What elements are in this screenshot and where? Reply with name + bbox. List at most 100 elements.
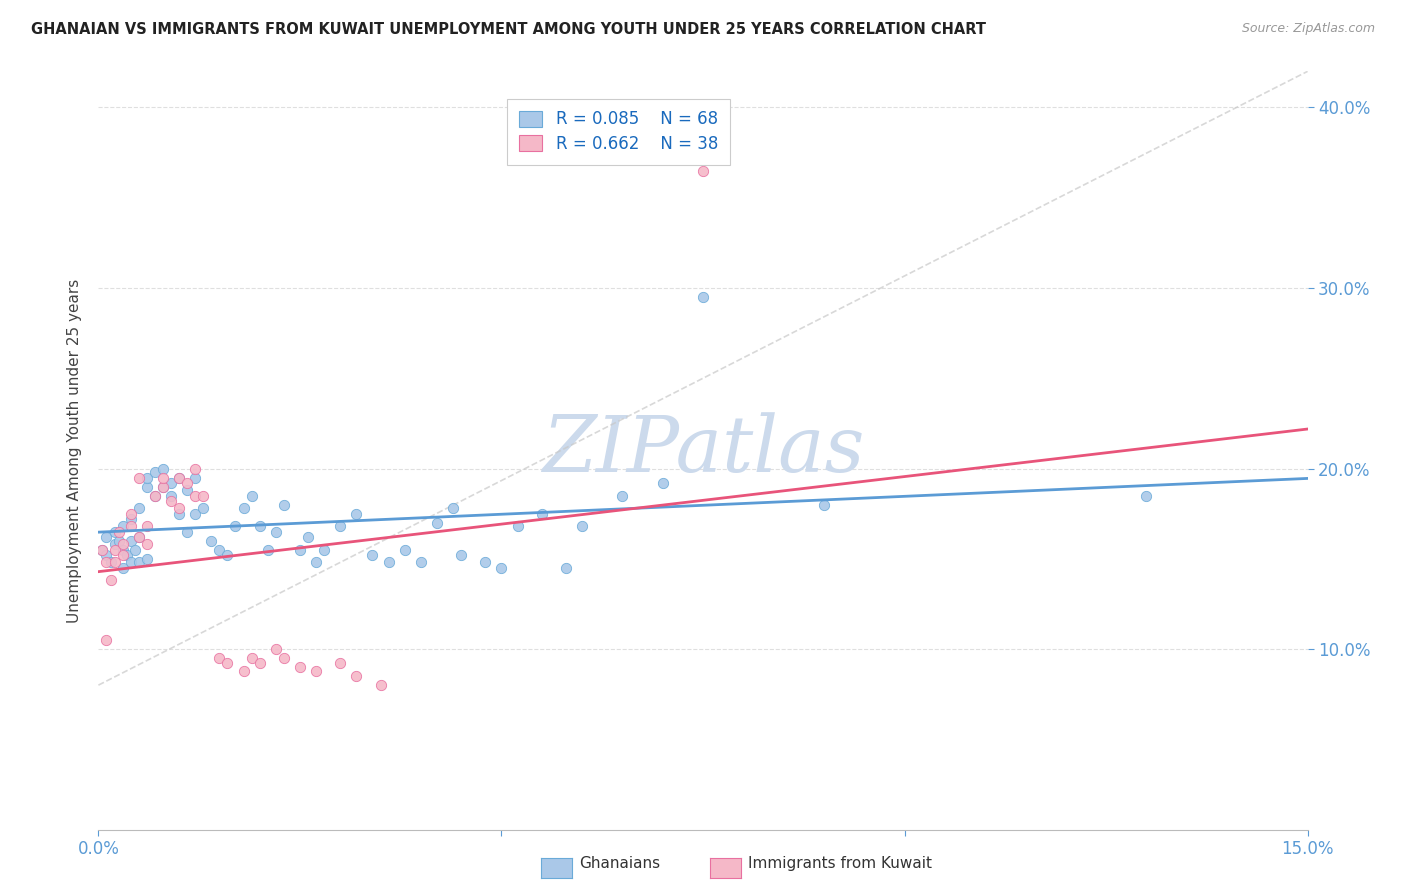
Point bbox=[103, 524, 125, 539]
Point bbox=[305, 555, 328, 569]
Point bbox=[409, 555, 432, 569]
Point bbox=[128, 501, 150, 516]
Point bbox=[143, 465, 166, 479]
Point bbox=[288, 542, 311, 557]
Point bbox=[329, 657, 352, 671]
Point bbox=[249, 519, 271, 533]
Point bbox=[91, 542, 114, 557]
Point bbox=[176, 483, 198, 498]
Point bbox=[128, 530, 150, 544]
Point bbox=[100, 555, 122, 569]
Point bbox=[167, 470, 190, 484]
Point bbox=[100, 574, 122, 588]
Point bbox=[555, 561, 578, 575]
Point bbox=[128, 555, 150, 569]
Point bbox=[441, 501, 464, 516]
Point bbox=[692, 163, 714, 178]
Point bbox=[124, 542, 146, 557]
Point bbox=[160, 475, 183, 490]
Point bbox=[167, 501, 190, 516]
Point bbox=[314, 542, 336, 557]
Point bbox=[297, 530, 319, 544]
Point bbox=[120, 555, 142, 569]
Point bbox=[184, 507, 207, 521]
Point bbox=[217, 657, 239, 671]
Point bbox=[612, 489, 634, 503]
Point bbox=[135, 470, 157, 484]
Point bbox=[135, 537, 157, 551]
Point bbox=[264, 524, 287, 539]
Point bbox=[120, 533, 142, 548]
Point bbox=[305, 664, 328, 678]
Point bbox=[208, 542, 231, 557]
Point bbox=[813, 498, 835, 512]
Point bbox=[128, 530, 150, 544]
Point bbox=[135, 551, 157, 566]
Point bbox=[184, 470, 207, 484]
Text: GHANAIAN VS IMMIGRANTS FROM KUWAIT UNEMPLOYMENT AMONG YOUTH UNDER 25 YEARS CORRE: GHANAIAN VS IMMIGRANTS FROM KUWAIT UNEMP… bbox=[31, 22, 986, 37]
Point bbox=[232, 501, 254, 516]
Point bbox=[111, 561, 134, 575]
Point bbox=[107, 533, 129, 548]
Point bbox=[135, 519, 157, 533]
Point bbox=[224, 519, 246, 533]
Point bbox=[107, 524, 129, 539]
Point bbox=[193, 489, 215, 503]
Point bbox=[208, 651, 231, 665]
Point bbox=[111, 548, 134, 562]
Point bbox=[256, 542, 278, 557]
Point bbox=[111, 542, 134, 557]
Point bbox=[240, 651, 263, 665]
Point bbox=[426, 516, 449, 530]
Point bbox=[111, 537, 134, 551]
Point bbox=[115, 548, 138, 562]
Point bbox=[152, 461, 174, 475]
Point bbox=[160, 494, 183, 508]
Point bbox=[217, 548, 239, 562]
Point bbox=[571, 519, 593, 533]
Point bbox=[184, 461, 207, 475]
Point bbox=[176, 475, 198, 490]
Text: ZIPatlas: ZIPatlas bbox=[541, 412, 865, 489]
Text: Immigrants from Kuwait: Immigrants from Kuwait bbox=[748, 856, 932, 871]
Point bbox=[152, 479, 174, 493]
Point bbox=[249, 657, 271, 671]
Point bbox=[273, 498, 295, 512]
Point bbox=[120, 512, 142, 526]
Point bbox=[329, 519, 352, 533]
Point bbox=[167, 470, 190, 484]
Point bbox=[143, 489, 166, 503]
Legend: R = 0.085    N = 68, R = 0.662    N = 38: R = 0.085 N = 68, R = 0.662 N = 38 bbox=[508, 99, 730, 165]
Point bbox=[377, 555, 399, 569]
Point bbox=[176, 524, 198, 539]
Point bbox=[370, 678, 392, 692]
Point bbox=[103, 537, 125, 551]
Point bbox=[128, 470, 150, 484]
Point bbox=[240, 489, 263, 503]
Y-axis label: Unemployment Among Youth under 25 years: Unemployment Among Youth under 25 years bbox=[67, 278, 83, 623]
Point bbox=[344, 507, 367, 521]
Point bbox=[193, 501, 215, 516]
Point bbox=[96, 633, 118, 648]
Point bbox=[152, 479, 174, 493]
Point bbox=[506, 519, 529, 533]
Text: Ghanaians: Ghanaians bbox=[579, 856, 661, 871]
Point bbox=[200, 533, 222, 548]
Point bbox=[96, 548, 118, 562]
Point bbox=[1135, 489, 1157, 503]
Point bbox=[120, 519, 142, 533]
Point bbox=[103, 542, 125, 557]
Point bbox=[135, 479, 157, 493]
Point bbox=[167, 507, 190, 521]
Point bbox=[273, 651, 295, 665]
Point bbox=[474, 555, 496, 569]
Point bbox=[111, 519, 134, 533]
Point bbox=[394, 542, 416, 557]
Point bbox=[450, 548, 472, 562]
Point bbox=[232, 664, 254, 678]
Point bbox=[361, 548, 384, 562]
Point bbox=[692, 290, 714, 304]
Point bbox=[120, 507, 142, 521]
Point bbox=[152, 470, 174, 484]
Point bbox=[530, 507, 553, 521]
